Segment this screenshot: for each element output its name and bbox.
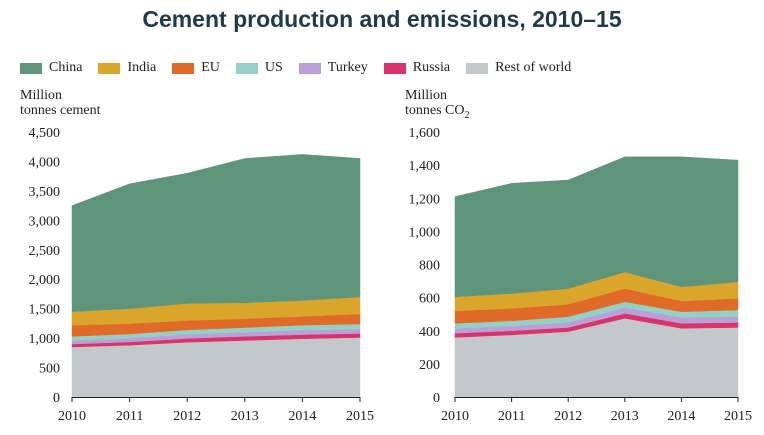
- left-y-axis-unit-line2: tonnes cement: [20, 103, 101, 118]
- right-y-tick-label: 800: [419, 259, 440, 274]
- left-y-tick-label: 500: [39, 362, 60, 377]
- legend-item-india: India: [98, 60, 156, 76]
- legend-item-china: China: [20, 60, 82, 76]
- legend-item-russia: Russia: [383, 60, 451, 76]
- left-x-tick-label: 2012: [173, 409, 201, 424]
- left-y-tick-label: 1,500: [29, 303, 61, 318]
- legend-swatch-eu: [172, 62, 195, 74]
- legend-swatch-india: [98, 62, 121, 74]
- legend-swatch-china: [20, 62, 42, 74]
- right-y-tick-label: 1,200: [409, 192, 441, 207]
- legend-swatch-us: [235, 62, 258, 74]
- legend-swatch-rest-of-world: [466, 62, 489, 74]
- right-y-axis-unit-text: tonnes CO: [405, 103, 465, 118]
- legend-label-eu: EU: [201, 60, 220, 75]
- right-y-axis-unit-subscript: 2: [464, 109, 470, 121]
- right-x-tick-label: 2012: [554, 409, 582, 424]
- left-y-tick-label: 3,000: [29, 214, 61, 229]
- right-x-tick-label: 2013: [611, 409, 639, 424]
- right-x-tick-label: 2010: [441, 409, 469, 424]
- legend-label-india: India: [127, 60, 157, 75]
- right-y-axis-unit: Million tonnes CO2: [405, 88, 470, 123]
- left-y-tick-label: 4,000: [29, 155, 61, 170]
- left-chart: 0 500 1,000 1,500 2,000 2,500 3,000 3,500 4,000 4…: [29, 126, 375, 424]
- left-x-tick-label: 2014: [288, 409, 316, 424]
- legend-item-us: US: [235, 60, 283, 76]
- left-y-tick-label: 1,000: [29, 332, 61, 347]
- right-x-tick-label: 2015: [724, 409, 752, 424]
- left-x-tick-label: 2011: [116, 409, 143, 424]
- legend-swatch-turkey: [298, 62, 321, 74]
- right-y-tick-label: 0: [433, 391, 440, 406]
- legend: China India EU US Turkey Russia Rest of world: [20, 58, 587, 78]
- left-x-tick-label: 2013: [231, 409, 259, 424]
- left-area-rest-of-world: [71, 337, 361, 398]
- left-y-tick-label: 3,500: [29, 185, 61, 200]
- right-y-axis-unit-line2: tonnes CO2: [405, 103, 470, 123]
- left-x-tick-label: 2010: [58, 409, 86, 424]
- right-y-tick-label: 200: [419, 358, 440, 373]
- legend-swatch-russia: [383, 62, 406, 74]
- legend-label-turkey: Turkey: [327, 60, 368, 75]
- legend-label-us: US: [264, 60, 283, 75]
- left-area-china: [71, 154, 361, 312]
- legend-label-china: China: [49, 60, 83, 75]
- legend-label-rest-of-world: Rest of world: [495, 60, 572, 75]
- legend-label-russia: Russia: [412, 60, 451, 75]
- right-y-tick-label: 1,600: [409, 126, 441, 141]
- left-y-axis-unit: Million tonnes cement: [20, 88, 100, 118]
- left-x-tick-label: 2015: [346, 409, 374, 424]
- right-y-tick-label: 600: [419, 292, 440, 307]
- right-y-tick-label: 400: [419, 325, 440, 340]
- left-y-tick-label: 2,000: [29, 273, 61, 288]
- right-chart: 0 200 400 600 800 1,000 1,200 1,400 1,600 2010 201…: [409, 126, 753, 424]
- right-x-tick-label: 2011: [498, 409, 525, 424]
- right-y-axis-unit-line1: Million: [405, 88, 448, 103]
- legend-item-eu: EU: [172, 60, 220, 76]
- legend-item-turkey: Turkey: [298, 60, 368, 76]
- right-area-china: [454, 156, 739, 298]
- chart-title: Cement production and emissions, 2010–15: [142, 6, 622, 32]
- legend-item-rest-of-world: Rest of world: [466, 60, 571, 76]
- right-x-tick-label: 2014: [667, 409, 695, 424]
- right-y-tick-label: 1,400: [409, 159, 441, 174]
- right-y-tick-label: 1,000: [409, 225, 441, 240]
- left-y-tick-label: 4,500: [29, 126, 61, 141]
- left-y-tick-label: 0: [53, 391, 60, 406]
- left-y-axis-unit-line1: Million: [20, 88, 63, 103]
- left-y-tick-label: 2,500: [29, 244, 61, 259]
